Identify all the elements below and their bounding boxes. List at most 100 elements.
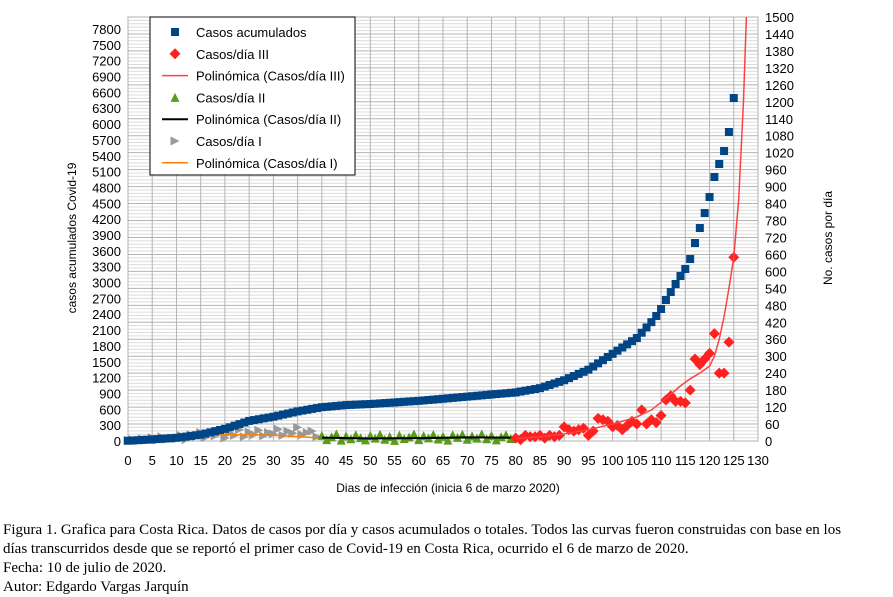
data-point-square <box>439 394 447 403</box>
right-y-tick-label: 60 <box>765 417 779 432</box>
data-point-square <box>376 399 384 408</box>
data-point-square <box>351 400 360 409</box>
data-point-diamond <box>723 336 735 348</box>
data-point-square <box>201 429 210 438</box>
data-point-square <box>293 407 302 416</box>
data-point-square <box>720 147 729 156</box>
data-point-diamond <box>704 347 716 359</box>
data-point-diamond <box>708 328 720 340</box>
right-y-tick-label: 1500 <box>765 10 794 25</box>
data-point-square <box>414 396 423 405</box>
data-point-square <box>196 430 205 439</box>
data-point-triangle-right <box>170 136 180 146</box>
data-point-square <box>264 413 273 422</box>
data-point-triangle <box>331 429 341 439</box>
trendline <box>321 436 516 440</box>
data-point-square <box>482 390 491 399</box>
right-y-tick-label: 240 <box>765 366 787 381</box>
legend-label: Casos/día III <box>196 47 269 62</box>
data-point-square <box>642 323 651 332</box>
x-tick-label: 30 <box>266 453 280 468</box>
data-point-square <box>361 400 370 409</box>
data-point-square <box>589 362 598 371</box>
data-point-triangle-right <box>273 424 283 434</box>
data-point-square <box>526 385 535 394</box>
data-point-square <box>584 365 593 374</box>
x-tick-label: 110 <box>651 453 672 468</box>
data-point-square <box>502 389 510 398</box>
left-y-tick-label: 3900 <box>92 228 121 243</box>
x-tick-label: 75 <box>484 453 498 468</box>
data-point-square <box>327 402 336 411</box>
left-y-tick-label: 2100 <box>92 323 121 338</box>
x-tick-label: 85 <box>533 453 547 468</box>
data-point-diamond <box>169 48 181 60</box>
data-point-triangle <box>322 435 332 445</box>
data-point-square <box>380 399 389 408</box>
data-point-square <box>666 288 675 297</box>
left-y-tick-label: 600 <box>99 402 121 417</box>
data-point-triangle-right <box>268 429 278 439</box>
legend-label: Casos/día II <box>196 90 265 105</box>
left-y-tick-label: 2700 <box>92 291 121 306</box>
data-point-square <box>463 392 472 401</box>
data-point-square <box>128 436 137 445</box>
right-y-tick-label: 1020 <box>765 146 794 161</box>
data-point-square <box>171 28 179 36</box>
data-point-triangle-right <box>220 433 230 443</box>
left-y-tick-label: 3300 <box>92 260 121 275</box>
data-point-square <box>182 432 191 441</box>
data-point-triangle <box>351 430 361 440</box>
data-point-square <box>691 239 699 248</box>
x-tick-label: 115 <box>675 453 696 468</box>
data-point-square <box>657 305 666 314</box>
data-point-square <box>220 424 229 433</box>
data-point-triangle <box>170 92 180 102</box>
left-y-tick-label: 7200 <box>92 54 121 69</box>
data-point-square <box>138 435 147 444</box>
data-point-triangle <box>409 429 419 439</box>
x-tick-label: 80 <box>508 453 522 468</box>
data-point-square <box>424 396 433 405</box>
data-point-square <box>283 409 292 418</box>
data-point-triangle <box>443 435 453 445</box>
data-point-square <box>390 398 399 407</box>
right-y-tick-label: 960 <box>765 163 787 178</box>
data-point-triangle <box>462 434 472 444</box>
legend-box <box>149 16 356 176</box>
data-point-square <box>531 385 540 394</box>
left-y-tick-label: 1500 <box>92 355 121 370</box>
data-point-triangle <box>360 435 370 445</box>
right-y-tick-label: 720 <box>765 230 787 245</box>
right-y-tick-label: 1260 <box>765 78 794 93</box>
right-y-axis-title: No. casos por día <box>821 191 835 285</box>
right-y-tick-label: 120 <box>765 400 787 415</box>
legend-label: Polinómica (Casos/día I) <box>196 156 338 171</box>
left-y-tick-label: 7800 <box>92 22 121 37</box>
left-y-tick-label: 6600 <box>92 85 121 100</box>
data-point-square <box>342 401 351 410</box>
data-point-square <box>269 412 278 421</box>
data-point-square <box>400 397 409 406</box>
data-point-triangle-right <box>293 422 303 432</box>
right-y-tick-label: 1200 <box>765 95 794 110</box>
data-point-square <box>700 209 709 218</box>
caption-author: Autor: Edgardo Vargas Jarquín <box>3 579 189 595</box>
x-tick-label: 0 <box>124 453 131 468</box>
data-point-triangle <box>404 432 414 442</box>
data-point-square <box>565 374 573 383</box>
left-y-tick-label: 5100 <box>92 165 121 180</box>
trendline <box>515 16 748 440</box>
legend-label: Polinómica (Casos/día II) <box>196 112 341 127</box>
data-point-square <box>695 224 704 233</box>
data-point-square <box>434 395 443 404</box>
data-point-square <box>647 318 656 327</box>
x-tick-label: 70 <box>460 453 474 468</box>
data-point-square <box>371 399 380 408</box>
data-point-triangle-right <box>302 428 312 438</box>
data-point-square <box>225 423 234 432</box>
right-y-tick-label: 840 <box>765 197 787 212</box>
right-y-tick-label: 780 <box>765 214 787 229</box>
left-y-tick-label: 1200 <box>92 371 121 386</box>
data-point-triangle-right <box>307 426 317 436</box>
